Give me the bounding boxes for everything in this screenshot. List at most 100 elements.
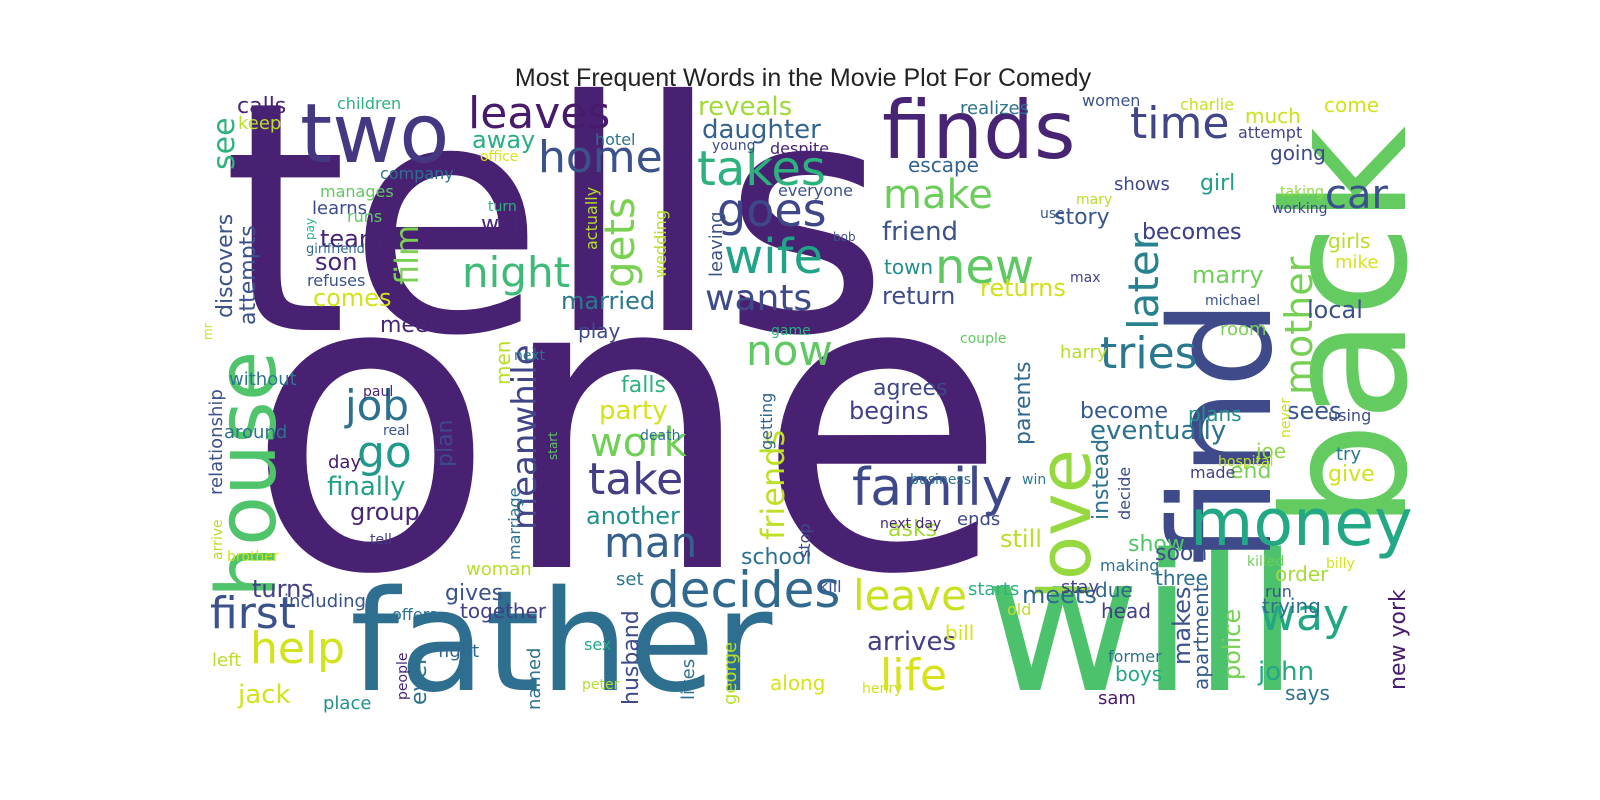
word-mr: mr xyxy=(201,323,215,340)
word-max: max xyxy=(1070,270,1101,286)
word-win: win xyxy=(1022,472,1046,488)
word-order: order xyxy=(1275,562,1329,586)
word-away: away xyxy=(472,126,535,154)
word-show: show xyxy=(1128,532,1185,557)
word-taking: taking xyxy=(1280,184,1324,200)
word-brother: brother xyxy=(227,549,279,565)
word-sam: sam xyxy=(1098,688,1136,709)
word-use: use xyxy=(1040,206,1065,222)
word-marry: marry xyxy=(1192,261,1264,289)
word-will: will xyxy=(985,514,1299,735)
word-tells: tells xyxy=(222,34,889,406)
word-business: business xyxy=(910,472,971,488)
word-pay: pay xyxy=(303,218,317,240)
word-marriage: marriage xyxy=(505,487,524,560)
word-meets: meets xyxy=(1022,581,1097,609)
word-billy: billy xyxy=(1326,556,1355,572)
word-lives: lives xyxy=(678,659,699,700)
word-plans: plans xyxy=(1188,402,1242,426)
word-story: story xyxy=(1054,205,1110,230)
word-jack: jack xyxy=(237,680,291,710)
word-now: now xyxy=(746,326,833,375)
word-time: time xyxy=(1130,98,1229,149)
word-runs: runs xyxy=(347,207,382,226)
word-trying: trying xyxy=(1262,594,1321,618)
word-way: way xyxy=(1260,590,1349,641)
word-parents: parents xyxy=(1011,361,1036,445)
word-shows: shows xyxy=(1114,174,1170,195)
word-girlfriend: girlfriend xyxy=(306,242,365,257)
word-including: including xyxy=(284,591,366,612)
word-go: go xyxy=(357,427,412,478)
word-well: well xyxy=(481,212,525,237)
word-mother: mother xyxy=(1277,256,1321,395)
word-love: love xyxy=(1023,449,1107,600)
word-henry: henry xyxy=(862,681,902,697)
word-two: two xyxy=(300,87,449,182)
word-agrees: agrees xyxy=(873,376,948,401)
word-married: married xyxy=(561,287,655,315)
word-decide: decide xyxy=(1115,467,1134,520)
word-bill: bill xyxy=(945,621,974,645)
word-going: going xyxy=(1270,141,1326,165)
word-night: night xyxy=(462,248,570,297)
word-returns: returns xyxy=(980,274,1066,302)
word-start: start xyxy=(546,432,560,460)
word-harry: harry xyxy=(1060,342,1108,363)
word-everyone: everyone xyxy=(778,181,853,200)
word-woman: woman xyxy=(466,559,532,580)
word-day: day xyxy=(328,452,361,473)
word-life: life xyxy=(880,650,947,701)
word-charlie: charlie xyxy=(1180,95,1234,114)
word-discovers: discovers xyxy=(213,214,238,318)
word-men: men xyxy=(491,341,515,385)
word-school: school xyxy=(741,545,812,570)
word-peter: peter xyxy=(582,677,620,693)
word-george: george xyxy=(720,642,741,705)
word-husband: husband xyxy=(619,610,644,705)
word-friend: friend xyxy=(882,217,958,247)
word-another: another xyxy=(586,502,680,530)
word-give: give xyxy=(1328,462,1375,487)
word-sex: sex xyxy=(584,635,611,654)
word-attempts: attempts xyxy=(236,225,261,325)
word-find: find xyxy=(1141,299,1304,565)
word-takes: takes xyxy=(697,141,826,197)
word-three: three xyxy=(1155,566,1208,590)
word-women: women xyxy=(1082,91,1140,110)
word-home: home xyxy=(538,132,663,183)
word-using: using xyxy=(1328,406,1371,425)
word-mike: mike xyxy=(1335,252,1378,273)
word-house: house xyxy=(200,351,295,598)
word-together: together xyxy=(460,599,547,623)
word-come: come xyxy=(1324,93,1379,117)
word-asks: asks xyxy=(888,517,937,542)
word-meanwhile: meanwhile xyxy=(505,344,545,530)
word-reveals: reveals xyxy=(698,92,792,122)
word-begins: begins xyxy=(849,397,929,425)
word-falls: falls xyxy=(621,373,666,398)
word-girls: girls xyxy=(1328,229,1370,253)
word-keep: keep xyxy=(238,113,281,134)
word-work: work xyxy=(590,420,688,466)
word-fight: fight xyxy=(438,641,479,662)
word-getting: getting xyxy=(757,393,776,450)
word-becomes: becomes xyxy=(1142,220,1241,245)
word-mary: mary xyxy=(1076,192,1112,208)
word-decides: decides xyxy=(648,561,840,619)
word-head: head xyxy=(1101,599,1151,623)
word-around: around xyxy=(224,422,287,443)
word-becomes: becomes xyxy=(1142,220,1241,245)
word-attempt: attempt xyxy=(1238,123,1302,142)
word-boys: boys xyxy=(1115,662,1162,686)
word-family: family xyxy=(852,458,1013,518)
word-job: job xyxy=(344,381,409,430)
word-stop: stop xyxy=(795,523,814,558)
word-tries: tries xyxy=(1100,328,1198,379)
word-set: set xyxy=(616,569,644,590)
word-plan: plan xyxy=(433,419,458,467)
word-escape: escape xyxy=(908,153,979,177)
word-children: children xyxy=(337,94,401,113)
word-working: working xyxy=(1272,201,1328,217)
